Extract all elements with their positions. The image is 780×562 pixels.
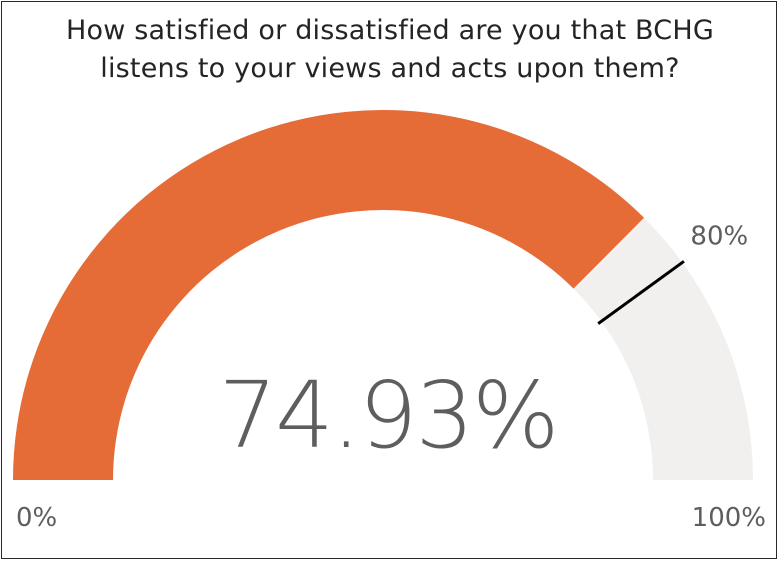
gauge-value-arc[interactable]: [13, 110, 645, 480]
gauge-target-label: 80%: [690, 222, 748, 252]
chart-title: How satisfied or dissatisfied are you th…: [0, 12, 780, 88]
gauge-target-marker: [597, 260, 685, 325]
gauge-max-label: 100%: [692, 503, 766, 533]
gauge-min-label: 0%: [16, 503, 57, 533]
chart-title-line-2: listens to your views and acts upon them…: [100, 53, 680, 84]
chart-title-line-1: How satisfied or dissatisfied are you th…: [66, 15, 714, 46]
gauge-value-label: 74.93%: [219, 362, 558, 469]
